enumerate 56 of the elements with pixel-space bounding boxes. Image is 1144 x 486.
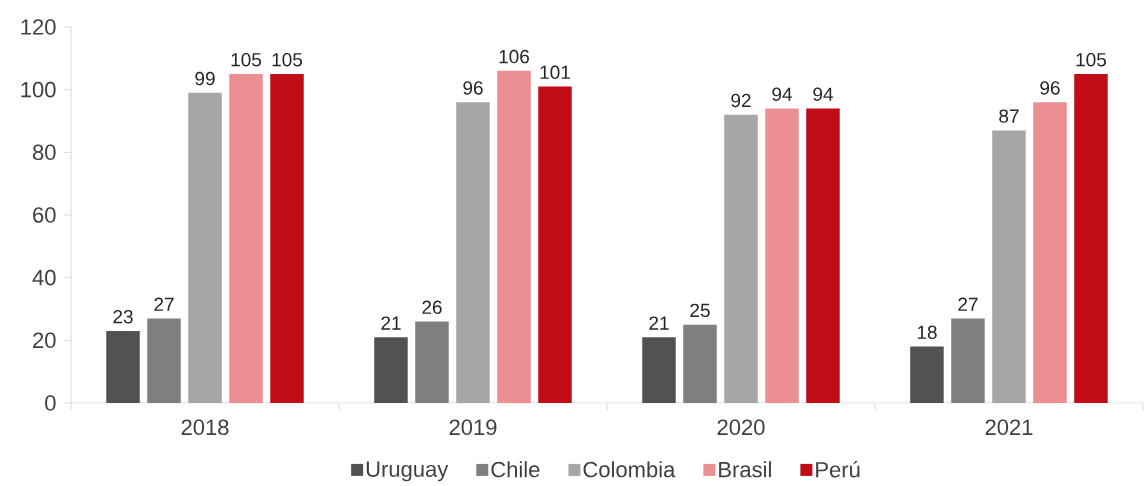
bar xyxy=(910,346,944,403)
bar xyxy=(1033,102,1067,403)
bar xyxy=(1074,73,1108,403)
bar xyxy=(188,92,222,403)
bar xyxy=(456,102,490,403)
data-label: 96 xyxy=(1040,81,1060,95)
data-label: 96 xyxy=(463,81,483,95)
data-label: 92 xyxy=(731,93,751,108)
bar xyxy=(992,130,1026,403)
bar xyxy=(806,108,840,403)
data-label: 105 xyxy=(231,53,262,67)
bar xyxy=(106,330,140,403)
bar xyxy=(642,337,676,403)
data-label: 23 xyxy=(113,309,133,324)
data-label: 26 xyxy=(422,300,442,314)
bar xyxy=(683,324,717,403)
bar xyxy=(374,337,408,403)
bar xyxy=(147,318,181,403)
data-label: 99 xyxy=(195,71,215,86)
y-tick-label: 0 xyxy=(45,395,56,411)
data-label: 101 xyxy=(540,65,570,79)
y-tick-label: 40 xyxy=(32,269,56,286)
legend-label: Uruguay xyxy=(366,461,449,482)
data-label: 27 xyxy=(958,297,978,311)
data-label: 87 xyxy=(999,109,1019,123)
legend-label: Perú xyxy=(816,461,860,478)
bar xyxy=(415,321,449,403)
bar xyxy=(497,70,531,403)
x-tick-label: 2019 xyxy=(449,419,497,436)
data-label: 94 xyxy=(772,87,792,101)
x-tick-label: 2018 xyxy=(181,419,229,436)
y-tick-label: 120 xyxy=(21,19,56,35)
data-label: 106 xyxy=(499,49,529,64)
data-label: 105 xyxy=(272,53,303,67)
y-tick-label: 80 xyxy=(32,144,56,161)
data-label: 21 xyxy=(649,316,669,330)
data-label: 105 xyxy=(1076,53,1107,67)
bar xyxy=(724,114,758,403)
y-tick-label: 20 xyxy=(33,332,56,349)
bar xyxy=(270,73,304,403)
data-label: 94 xyxy=(813,87,833,101)
y-tick-label: 60 xyxy=(33,207,56,223)
data-label: 21 xyxy=(381,316,401,330)
legend-label: Chile xyxy=(491,461,540,478)
bar xyxy=(765,108,799,403)
x-tick-label: 2021 xyxy=(985,419,1033,436)
y-tick-label: 100 xyxy=(21,81,56,98)
data-label: 27 xyxy=(154,297,174,311)
data-label: 18 xyxy=(917,325,937,340)
data-label: 25 xyxy=(690,303,710,318)
legend-label: Colombia xyxy=(583,461,676,478)
bar xyxy=(229,73,263,403)
bar xyxy=(951,318,985,403)
x-tick-label: 2020 xyxy=(717,419,765,436)
legend-label: Brasil xyxy=(719,461,771,478)
bar xyxy=(538,86,572,403)
